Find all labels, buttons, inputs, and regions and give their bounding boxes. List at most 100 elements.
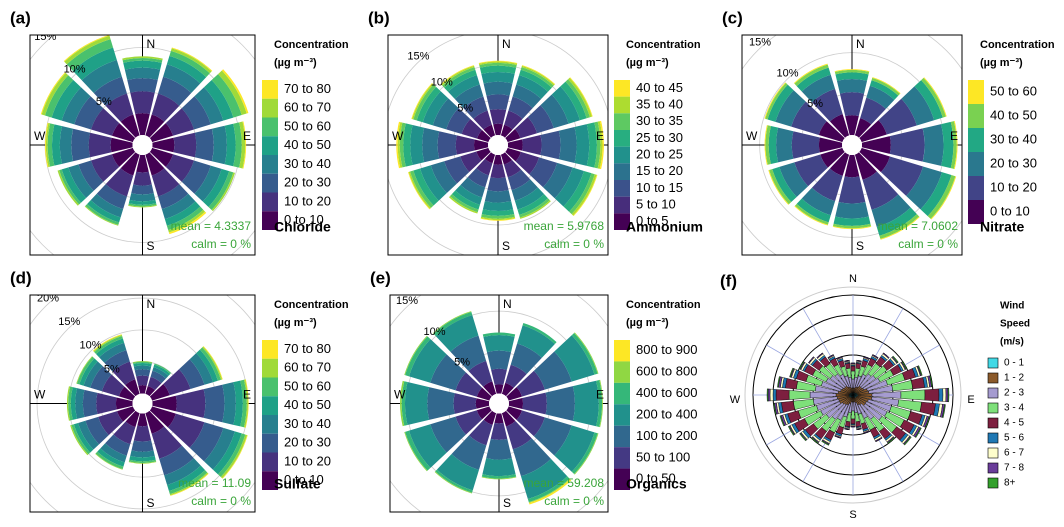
r-tick-label: 15% bbox=[58, 316, 80, 328]
r-tick-label: 15% bbox=[407, 50, 429, 62]
legend-swatch bbox=[262, 359, 278, 378]
legend-label: 50 to 100 bbox=[636, 449, 690, 464]
legend-label: 5 to 10 bbox=[636, 196, 676, 211]
calm-circle bbox=[489, 394, 509, 414]
legend-label: 0 to 10 bbox=[990, 203, 1030, 218]
wedge-segment bbox=[493, 155, 502, 165]
wedge-segment bbox=[845, 363, 850, 369]
legend-label: 400 to 600 bbox=[636, 385, 697, 400]
legend-swatch bbox=[988, 388, 998, 398]
legend-swatch bbox=[262, 118, 278, 137]
legend-label: 10 to 20 bbox=[990, 179, 1037, 194]
wedge-segment bbox=[136, 376, 149, 386]
legend-label: 800 to 900 bbox=[636, 342, 697, 357]
wedge-segment bbox=[920, 402, 936, 415]
annotation: mean = 5.9768 bbox=[524, 219, 605, 233]
annotation: calm = 0 % bbox=[898, 237, 958, 251]
compass-label: W bbox=[34, 129, 46, 143]
wedge-segment bbox=[943, 388, 946, 401]
compass-label: N bbox=[849, 273, 857, 285]
wedge-segment bbox=[840, 92, 864, 116]
wedge-segment bbox=[135, 369, 151, 376]
chart-title: Ammonium bbox=[626, 219, 703, 235]
legend-label: 40 to 50 bbox=[284, 397, 331, 412]
compass-label: N bbox=[147, 37, 156, 51]
wedge-segment bbox=[546, 386, 575, 421]
compass-label: N bbox=[856, 37, 865, 51]
legend-label: 0 - 1 bbox=[1004, 358, 1024, 369]
wedge-segment bbox=[490, 164, 505, 178]
wedge-segment bbox=[939, 389, 943, 402]
legend-swatch bbox=[614, 97, 630, 114]
chart-title: Chloride bbox=[274, 219, 331, 235]
legend-label: 50 to 60 bbox=[284, 118, 331, 133]
compass-label: E bbox=[596, 388, 604, 402]
wedge-segment bbox=[856, 421, 861, 427]
legend-title: (µg m⁻³) bbox=[626, 317, 669, 329]
legend-swatch bbox=[614, 383, 630, 404]
annotation: calm = 0 % bbox=[544, 494, 604, 508]
calm-circle bbox=[133, 135, 153, 155]
compass-label: E bbox=[950, 129, 958, 143]
legend-label: 70 to 80 bbox=[284, 81, 331, 96]
legend-swatch bbox=[262, 434, 278, 453]
legend-swatch bbox=[988, 373, 998, 383]
wedge-segment bbox=[456, 135, 475, 154]
compass-label: W bbox=[730, 394, 741, 406]
legend-title: Concentration bbox=[274, 299, 349, 311]
compass-label: E bbox=[596, 129, 604, 143]
legend-label: 30 to 35 bbox=[636, 113, 683, 128]
legend-swatch bbox=[262, 174, 278, 193]
wedge-segment bbox=[483, 335, 514, 352]
wedge-segment bbox=[427, 387, 455, 420]
wedge-segment bbox=[60, 126, 73, 164]
legend-label: 15 to 20 bbox=[636, 163, 683, 178]
legend-title: Concentration bbox=[274, 39, 349, 51]
wedge-segment bbox=[174, 133, 197, 158]
legend-swatch bbox=[614, 113, 630, 130]
wedge-segment bbox=[845, 421, 850, 427]
wedge-segment bbox=[785, 378, 797, 389]
wedge-segment bbox=[851, 366, 855, 371]
legend-swatch bbox=[262, 453, 278, 472]
legend-swatch bbox=[988, 433, 998, 443]
legend-title: (µg m⁻³) bbox=[980, 57, 1023, 69]
legend-label: 200 to 400 bbox=[636, 406, 697, 421]
panel-label: (d) bbox=[10, 268, 32, 287]
legend-swatch bbox=[614, 340, 630, 361]
wedge-segment bbox=[781, 401, 794, 412]
wedge-segment bbox=[770, 389, 773, 401]
wedge-segment bbox=[776, 128, 793, 163]
legend-swatch bbox=[262, 99, 278, 118]
compass-label: N bbox=[503, 297, 512, 311]
wedge-segment bbox=[522, 393, 547, 415]
annotation: calm = 0 % bbox=[544, 237, 604, 251]
compass-label: S bbox=[502, 239, 510, 253]
legend-swatch bbox=[614, 163, 630, 180]
legend-swatch bbox=[988, 478, 998, 488]
legend-label: 30 to 40 bbox=[284, 156, 331, 171]
r-tick-label: 10% bbox=[431, 76, 453, 88]
annotation: calm = 0 % bbox=[191, 494, 251, 508]
r-tick-label: 10% bbox=[777, 67, 799, 79]
calm-circle bbox=[133, 394, 153, 414]
legend-label: 35 to 40 bbox=[636, 96, 683, 111]
wedge-segment bbox=[573, 381, 599, 427]
r-tick-label: 10% bbox=[424, 326, 446, 338]
compass-label: W bbox=[34, 388, 46, 402]
wedge-segment bbox=[127, 78, 158, 93]
legend-swatch bbox=[614, 197, 630, 214]
legend-title: (µg m⁻³) bbox=[274, 317, 317, 329]
legend-label: 50 to 60 bbox=[990, 83, 1037, 98]
legend-swatch bbox=[968, 80, 984, 104]
wedge-segment bbox=[856, 363, 861, 369]
legend-label: 6 - 7 bbox=[1004, 448, 1024, 459]
annotation: calm = 0 % bbox=[191, 237, 251, 251]
legend-swatch bbox=[968, 152, 984, 176]
wedge-segment bbox=[837, 79, 867, 94]
compass-label: N bbox=[147, 297, 156, 311]
compass-label: S bbox=[503, 496, 511, 510]
